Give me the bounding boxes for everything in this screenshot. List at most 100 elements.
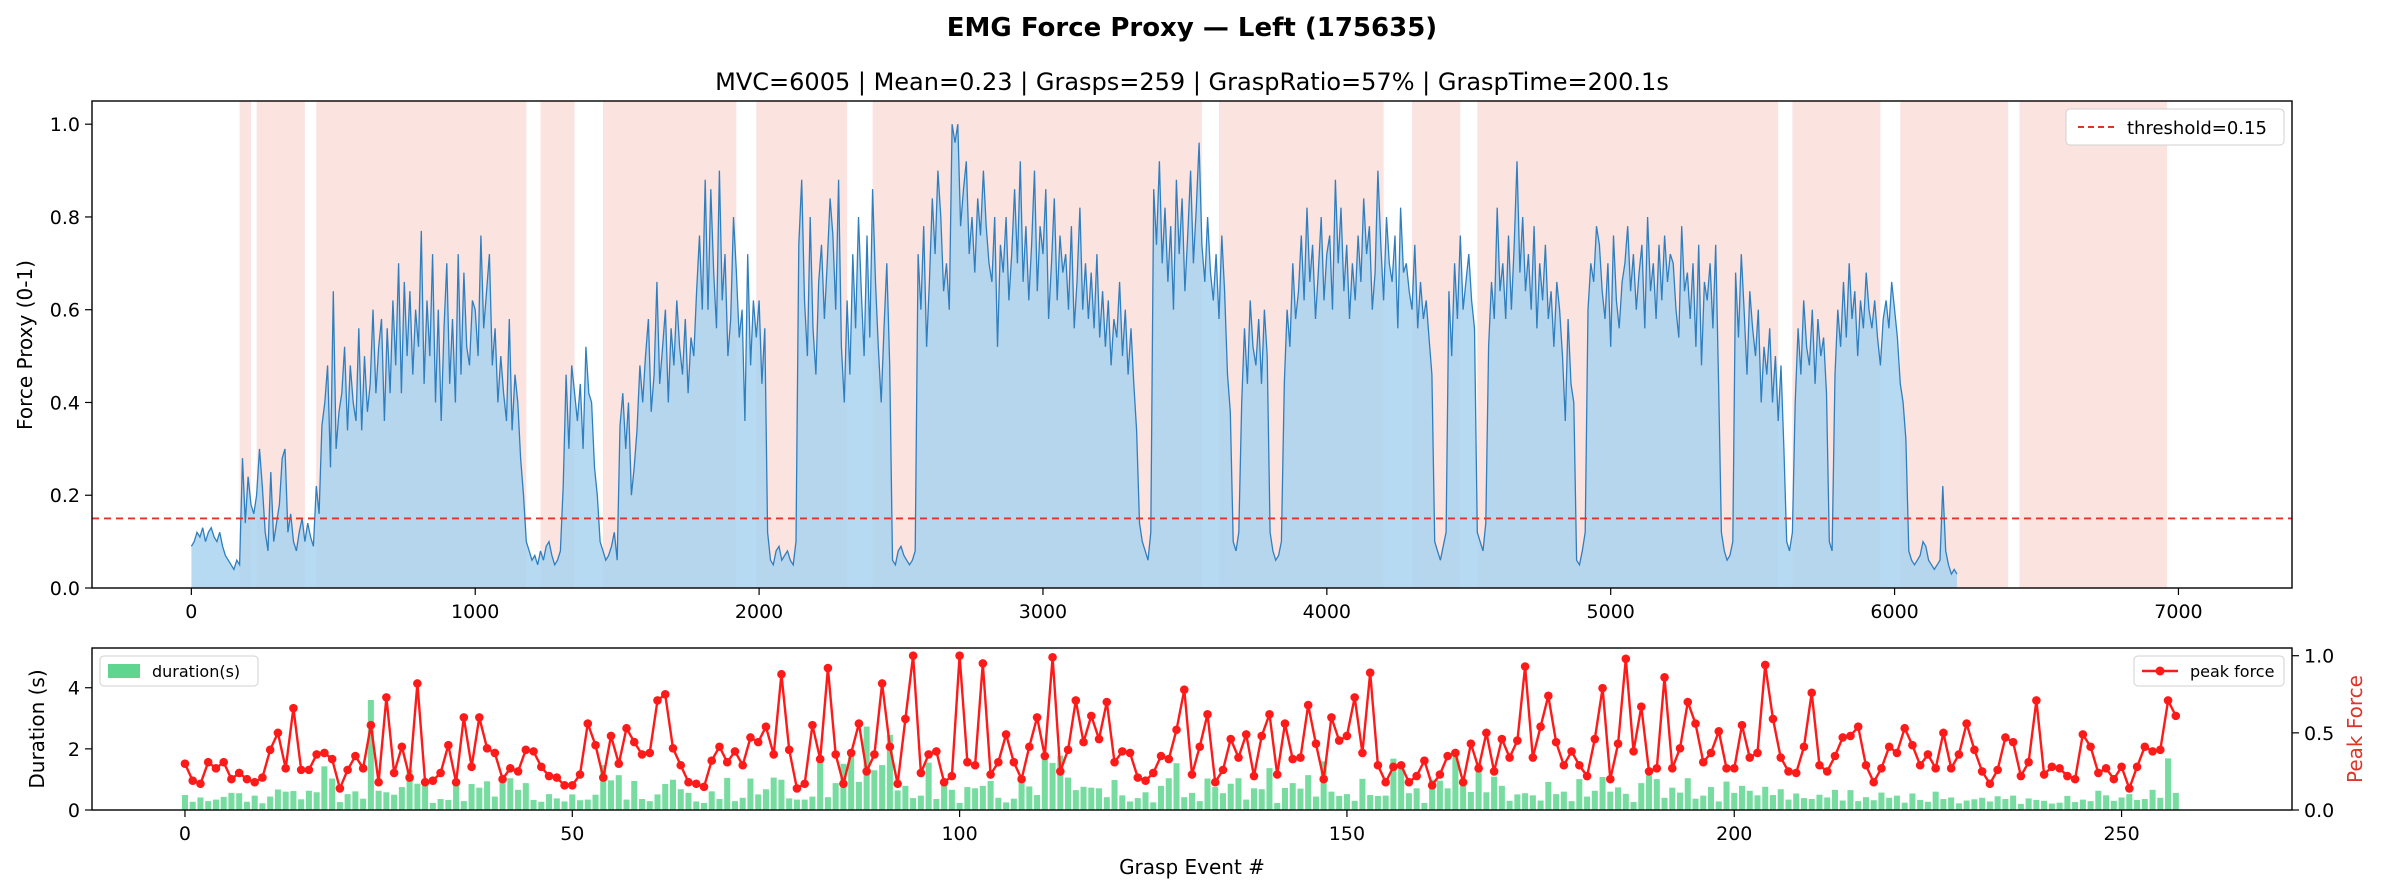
peak-force-point [2055, 764, 2064, 773]
duration-bar [499, 780, 506, 810]
peak-force-point [1195, 742, 1205, 752]
peak-force-point [1257, 731, 1267, 741]
duration-bar [995, 797, 1002, 810]
peak-force-point [1234, 753, 1243, 762]
duration-bar [2095, 790, 2102, 810]
signal-area [190, 124, 1958, 588]
duration-bar [1831, 789, 1838, 810]
bottom-y2-tick-label: 1.0 [2304, 646, 2334, 668]
bottom-x-tick-label: 250 [2103, 823, 2139, 845]
duration-bar [1646, 775, 1653, 810]
duration-bar [801, 799, 808, 810]
duration-bar [212, 799, 219, 810]
peak-force-point [939, 777, 949, 787]
peak-force-point [1838, 733, 1848, 742]
duration-bar [336, 802, 343, 810]
peak-force-point [242, 774, 252, 784]
duration-bar [1026, 786, 1033, 810]
peak-force-point [1908, 740, 1917, 750]
duration-bar [522, 783, 529, 810]
duration-bar [654, 794, 661, 810]
duration-bar [1359, 778, 1366, 810]
peak-force-point [1265, 710, 1274, 719]
peak-force-point [1760, 660, 1770, 670]
duration-bar [1715, 801, 1722, 810]
peak-force-point [1303, 700, 1313, 710]
duration-bar [1374, 795, 1381, 810]
top-x-tick-label: 5000 [1587, 601, 1635, 623]
bottom-x-ticks: 0 50 100 150 200 250 [179, 810, 2140, 845]
peak-force-point [955, 651, 964, 661]
top-y-tick-label: 0.8 [50, 207, 80, 229]
peak-force-point [2024, 757, 2033, 767]
duration-bar [2157, 797, 2164, 810]
peak-force-point [637, 750, 647, 759]
peak-force-point [1226, 734, 1236, 744]
peak-force-point [2039, 770, 2049, 779]
duration-bar [313, 792, 320, 810]
duration-bar [2079, 799, 2086, 810]
signal-fill [191, 124, 1957, 588]
duration-bar [1204, 778, 1211, 810]
duration-bar [1994, 796, 2001, 810]
peak-force-point [970, 760, 980, 770]
duration-bar [1731, 792, 1738, 810]
peak-force-point [2008, 737, 2018, 747]
duration-bar [894, 790, 901, 810]
duration-bar [1274, 802, 1281, 810]
peak-force-point [444, 740, 453, 750]
peak-force-point [846, 748, 856, 758]
duration-bar [600, 765, 607, 810]
peak-force-point [908, 651, 918, 661]
duration-bar [1917, 799, 1924, 810]
duration-bar [1119, 795, 1126, 810]
peak-force-point [2070, 774, 2080, 784]
duration-bar [1436, 780, 1443, 810]
duration-bar [1529, 795, 1536, 810]
bottom-plot-frame [91, 647, 2293, 811]
peak-force-point [591, 740, 600, 750]
peak-force-point [459, 713, 469, 722]
duration-bar [1258, 789, 1265, 810]
peak-force-point [963, 757, 972, 767]
bottom-y-ticks: 0 2 4 [68, 678, 92, 822]
peak-force-point [1644, 767, 1654, 776]
peak-force-point [1520, 662, 1530, 671]
peak-force-point [529, 747, 538, 756]
duration-bar [2056, 802, 2063, 810]
duration-bar [1336, 795, 1343, 810]
duration-bar [1305, 775, 1312, 810]
duration-bar [1188, 792, 1196, 810]
peak-force-point [490, 748, 500, 758]
duration-bar [910, 798, 917, 810]
duration-bar [1235, 778, 1242, 810]
peak-force-point [1389, 762, 1398, 772]
duration-bar [2010, 795, 2017, 810]
peak-force-point [1164, 754, 1174, 764]
peak-force-point [2117, 762, 2126, 772]
duration-bar [274, 789, 281, 810]
duration-bar [2017, 803, 2024, 810]
peak-force-point [1086, 711, 1096, 721]
duration-bar [1157, 785, 1165, 810]
duration-bar [1878, 792, 1885, 810]
peak-force-point [482, 743, 492, 753]
peak-force-point [1954, 750, 1964, 759]
duration-bar [1862, 797, 1869, 810]
duration-bar [762, 789, 769, 810]
bottom-y-axis-label: Duration (s) [25, 669, 49, 788]
peak-force-point [327, 754, 337, 764]
peak-force-point [258, 773, 267, 782]
peak-force-point [792, 784, 802, 793]
duration-bar [2149, 789, 2156, 810]
peak-force-point [614, 759, 624, 769]
duration-bar [1738, 785, 1746, 810]
peak-force-point [684, 777, 693, 787]
peak-force-point [1048, 652, 1057, 662]
peak-force-point [1776, 753, 1786, 762]
duration-bar [236, 793, 243, 810]
peak-force-point [2163, 696, 2173, 705]
peak-force-point [1358, 748, 1367, 758]
peak-force-point [653, 696, 662, 705]
